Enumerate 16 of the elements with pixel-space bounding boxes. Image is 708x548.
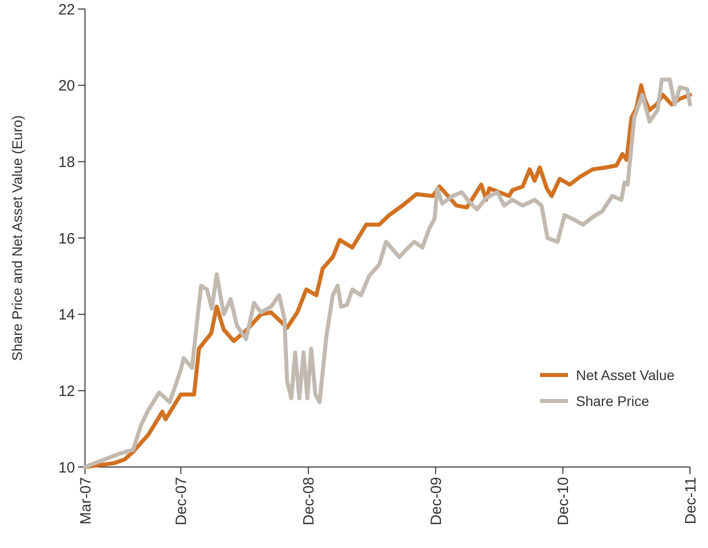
y-tick-label: 18 bbox=[58, 154, 75, 171]
x-tick-label: Dec-11 bbox=[682, 477, 700, 524]
y-tick-label: 14 bbox=[58, 306, 75, 324]
y-tick-label: 20 bbox=[58, 78, 75, 95]
x-tick-label: Dec-10 bbox=[555, 477, 572, 526]
x-tick-label: Dec-07 bbox=[173, 477, 190, 526]
y-tick-label: 12 bbox=[58, 382, 75, 400]
x-tick-label: Mar-07 bbox=[77, 477, 94, 525]
y-tick-label: 10 bbox=[58, 459, 75, 476]
y-axis-title: Share Price and Net Asset Value (Euro) bbox=[9, 115, 25, 361]
legend-label: Net Asset Value bbox=[576, 366, 675, 383]
y-tick-label: 22 bbox=[58, 1, 75, 18]
x-tick-label: Dec-08 bbox=[300, 477, 318, 526]
y-tick-label: 16 bbox=[58, 230, 75, 248]
legend-label: Share Price bbox=[576, 392, 650, 409]
x-tick-label: Dec-09 bbox=[428, 477, 445, 526]
